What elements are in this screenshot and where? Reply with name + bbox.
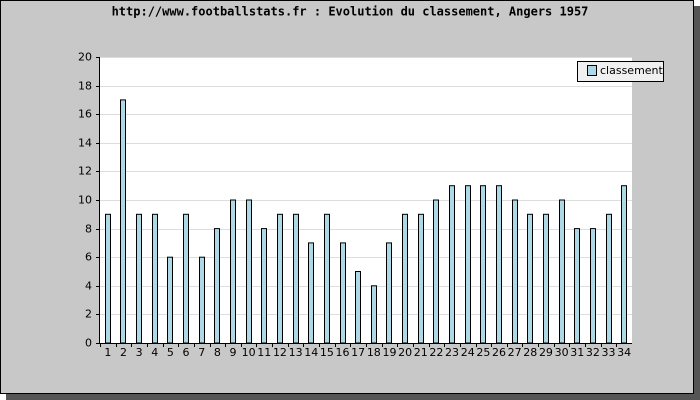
x-tick-label: 5 [167,346,174,359]
y-tick-label: 14 [78,137,92,150]
bar [402,213,408,344]
x-tick-label: 8 [214,346,221,359]
bar [418,213,424,344]
bar [120,99,126,344]
y-tick-label: 4 [85,280,92,293]
y-tick-label: 20 [78,51,92,64]
x-tick-label: 9 [230,346,237,359]
legend-swatch [587,65,597,76]
bar [136,213,142,344]
bar [559,199,565,344]
x-tick-label: 32 [586,346,600,359]
bar [340,242,346,344]
x-tick-label: 30 [555,346,569,359]
bar [293,213,299,344]
bar [105,213,111,344]
x-tick-label: 29 [539,346,553,359]
bar [261,228,267,344]
legend: classement [577,61,664,82]
x-tick-label: 18 [367,346,381,359]
x-tick-label: 4 [151,346,158,359]
y-tick-label: 10 [78,194,92,207]
y-tick-label: 6 [85,251,92,264]
chart-title: http://www.footballstats.fr : Evolution … [112,5,589,19]
legend-label: classement [600,64,664,77]
bar [512,199,518,344]
bar [214,228,220,344]
x-tick-label: 34 [617,346,631,359]
x-tick-label: 15 [320,346,334,359]
bar [433,199,439,344]
bar [527,213,533,344]
legend-box [577,61,664,82]
x-tick-label: 6 [183,346,190,359]
bar [449,185,455,344]
bar [230,199,236,344]
x-tick-label: 31 [570,346,584,359]
bar [543,213,549,344]
bar [199,256,205,344]
x-tick-label: 20 [398,346,412,359]
x-tick-label: 16 [336,346,350,359]
bar [371,285,377,344]
x-tick-label: 11 [257,346,271,359]
x-tick-label: 10 [242,346,256,359]
x-tick-label: 26 [492,346,506,359]
y-tick-label: 16 [78,108,92,121]
x-tick-label: 21 [414,346,428,359]
x-tick-label: 27 [508,346,522,359]
bar [183,213,189,344]
bar [496,185,502,344]
x-tick-label: 19 [382,346,396,359]
bar [465,185,471,344]
x-tick-label: 23 [445,346,459,359]
bar [574,228,580,344]
bar [355,271,361,344]
bar [621,185,627,344]
bar [308,242,314,344]
y-tick-label: 2 [85,308,92,321]
bar [277,213,283,344]
x-tick-label: 7 [198,346,205,359]
y-tick-label: 12 [78,165,92,178]
y-tick-label: 18 [78,80,92,93]
y-tick-label: 0 [85,337,92,350]
x-tick-label: 28 [523,346,537,359]
bar [606,213,612,344]
x-tick-label: 22 [429,346,443,359]
y-tick-label: 8 [85,223,92,236]
bar [167,256,173,344]
x-tick-label: 14 [304,346,318,359]
x-tick-label: 2 [120,346,127,359]
x-tick-label: 17 [351,346,365,359]
x-tick-label: 24 [461,346,475,359]
bar [590,228,596,344]
x-tick-label: 12 [273,346,287,359]
bar [152,213,158,344]
x-tick-label: 25 [476,346,490,359]
bar [246,199,252,344]
x-tick-label: 3 [136,346,143,359]
bar [324,213,330,344]
x-tick-label: 1 [104,346,111,359]
x-tick-label: 13 [289,346,303,359]
bar [386,242,392,344]
x-tick-label: 33 [602,346,616,359]
bar [480,185,486,344]
